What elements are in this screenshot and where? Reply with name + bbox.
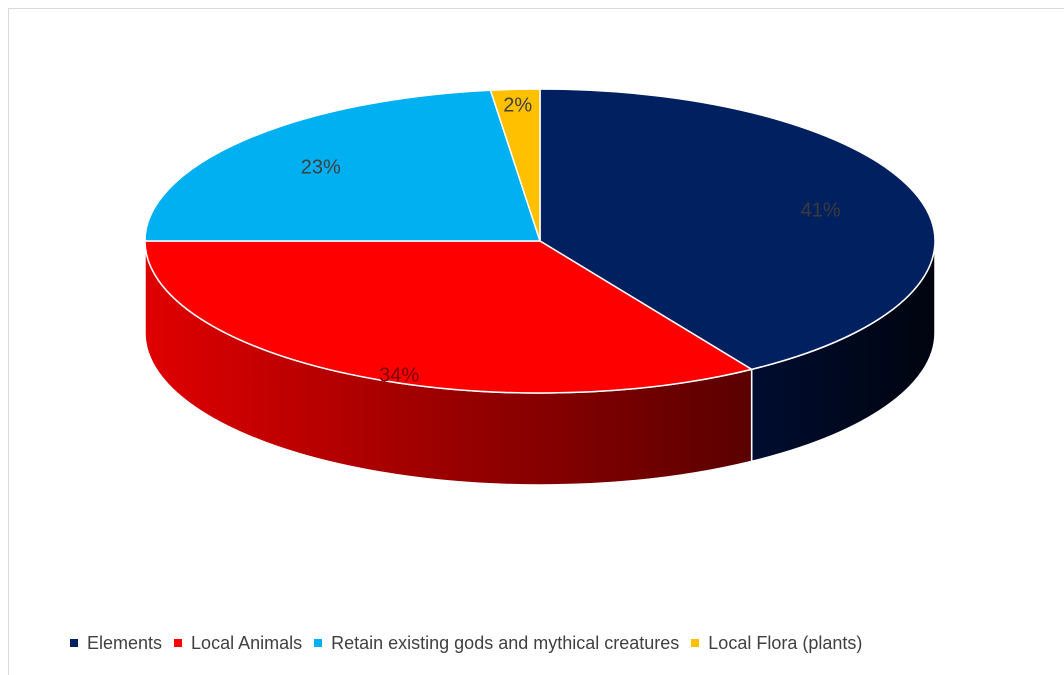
legend-item-local-flora: Local Flora (plants) (691, 633, 862, 654)
legend-swatch-local-animals (174, 639, 183, 647)
pie-top (144, 88, 936, 394)
legend-label-local-flora: Local Flora (plants) (708, 632, 863, 653)
pie-labels: 41% 34% 23% 2% (301, 94, 841, 386)
pie-slice-local-flora-plants (489, 88, 541, 242)
legend-swatch-retain-gods (314, 639, 323, 647)
legend-label-retain-gods: Retain existing gods and mythical creatu… (331, 632, 680, 653)
legend: Elements Local Animals Retain existing g… (70, 628, 874, 658)
pie-slice-elements (539, 88, 936, 371)
legend-swatch-elements (70, 639, 78, 647)
data-label-elements: 41% (801, 200, 841, 222)
legend-label-local-animals: Local Animals (191, 632, 303, 653)
data-label-local-animals: 34% (379, 365, 419, 387)
data-label-local-flora-plants: 2% (503, 94, 532, 116)
legend-item-retain-gods: Retain existing gods and mythical creatu… (314, 633, 679, 654)
legend-item-local-animals: Local Animals (174, 633, 302, 654)
legend-swatch-local-flora (691, 639, 700, 647)
pie-slice-retain-existing-gods-and-mythical-creatures (144, 89, 542, 242)
legend-item-elements: Elements (70, 633, 162, 654)
legend-label-elements: Elements (87, 632, 163, 653)
pie-slice-local-animals (144, 240, 754, 394)
data-label-retain-existing-gods-and-mythical-creatures: 23% (301, 157, 341, 179)
